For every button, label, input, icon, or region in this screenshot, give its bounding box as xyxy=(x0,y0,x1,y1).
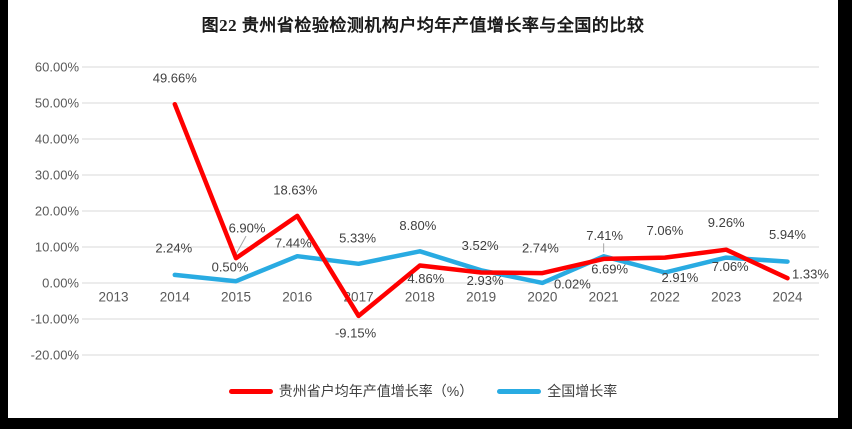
legend-item: 贵州省户均年产值增长率（%） xyxy=(228,381,474,401)
data-label: 0.50% xyxy=(212,260,249,275)
data-label: 4.86% xyxy=(407,271,444,286)
y-axis-tick-label: 30.00% xyxy=(35,168,80,183)
y-axis-tick-label: 10.00% xyxy=(35,240,80,255)
x-axis-year-label: 2019 xyxy=(466,290,496,305)
y-axis-tick-label: 20.00% xyxy=(35,204,80,219)
y-axis-tick-label: -10.00% xyxy=(31,312,80,327)
data-label: 7.06% xyxy=(712,259,749,274)
data-label: 7.06% xyxy=(646,223,683,238)
y-axis-tick-label: 50.00% xyxy=(35,96,80,111)
chart-legend: 贵州省户均年产值增长率（%） 全国增长率 xyxy=(8,379,838,403)
x-axis-year-label: 2022 xyxy=(650,290,680,305)
y-axis-tick-label: 60.00% xyxy=(35,60,80,75)
x-axis-year-label: 2021 xyxy=(589,290,619,305)
data-label: 2.24% xyxy=(155,240,192,255)
x-axis-year-label: 2023 xyxy=(711,290,741,305)
screenshot-border-left xyxy=(0,0,8,429)
data-label: 5.33% xyxy=(339,230,376,245)
data-label: -9.15% xyxy=(335,325,377,340)
x-axis-year-label: 2018 xyxy=(405,290,435,305)
data-label: 8.80% xyxy=(399,218,436,233)
data-label: 9.26% xyxy=(708,215,745,230)
x-axis-year-label: 2020 xyxy=(527,290,557,305)
screenshot-border-right xyxy=(838,0,852,429)
y-axis-tick-label: -20.00% xyxy=(31,348,80,363)
legend-item: 全国增长率 xyxy=(497,381,617,401)
data-label: 2.93% xyxy=(467,273,504,288)
data-label: 1.33% xyxy=(792,267,829,282)
data-label: 6.90% xyxy=(229,221,266,236)
x-axis-year-label: 2013 xyxy=(98,290,128,305)
data-label: 7.44% xyxy=(275,236,312,251)
data-label: 0.02% xyxy=(554,276,591,291)
x-axis-year-label: 2014 xyxy=(160,290,191,305)
series-line-0[interactable] xyxy=(172,101,790,319)
data-label: 49.66% xyxy=(153,71,198,86)
legend-marker xyxy=(228,388,273,394)
data-label: 2.74% xyxy=(522,241,559,256)
legend-label: 贵州省户均年产值增长率（%） xyxy=(278,383,474,399)
label-leader-line xyxy=(235,235,247,255)
data-label: 6.69% xyxy=(591,261,628,276)
data-label: 3.52% xyxy=(462,238,499,253)
data-label: 18.63% xyxy=(273,182,318,197)
legend-label: 全国增长率 xyxy=(547,383,618,399)
data-label: 7.41% xyxy=(586,228,623,243)
y-axis-tick-label: 40.00% xyxy=(35,132,80,147)
chart-title: 图22 贵州省检验检测机构户均年产值增长率与全国的比较 xyxy=(201,16,645,35)
y-axis-tick-label: 0.00% xyxy=(42,276,79,291)
x-axis-year-label: 2024 xyxy=(772,290,803,305)
legend-marker xyxy=(497,388,542,394)
data-label: 5.94% xyxy=(769,227,806,242)
screenshot-border-bottom xyxy=(0,418,852,429)
x-axis-year-label: 2016 xyxy=(282,290,312,305)
x-axis-year-label: 2015 xyxy=(221,290,251,305)
data-label: 2.91% xyxy=(661,270,698,285)
